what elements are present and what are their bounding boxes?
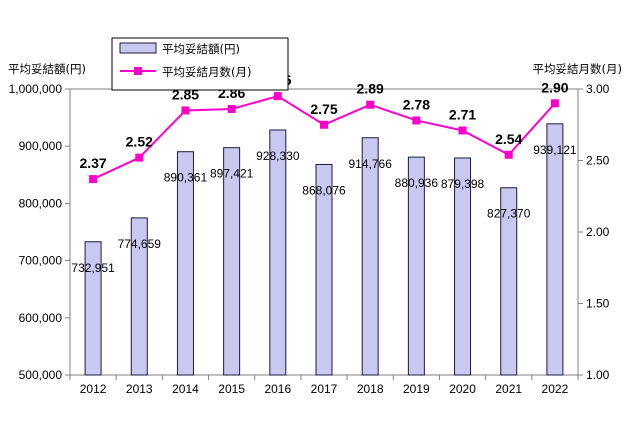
bar-value-label: 897,421 — [210, 167, 254, 181]
legend-line-marker — [134, 67, 142, 75]
bar-value-label: 879,398 — [441, 177, 485, 191]
y-left-tick-label: 1,000,000 — [9, 82, 63, 96]
y-axis-left-title: 平均妥結額(円) — [8, 62, 86, 76]
y-right-tick-label: 2.50 — [586, 154, 610, 168]
line-marker — [273, 92, 282, 101]
bar — [176, 151, 194, 376]
y-right-tick-label: 1.50 — [586, 297, 610, 311]
y-left-tick-label: 700,000 — [19, 254, 63, 268]
bar-series — [84, 123, 564, 376]
y-axis-right: 1.00 1.50 2.00 2.50 3.00 — [578, 82, 610, 382]
bar-value-label: 890,361 — [164, 171, 208, 185]
x-axis: 2012 2013 2014 2015 2016 2017 2018 2019 2020 2021… — [69, 375, 579, 396]
line-marker — [320, 120, 328, 129]
line-marker — [550, 99, 559, 108]
y-axis-left: 500,000 600,000 700,000 800,000 900,000 1,000… — [9, 82, 70, 382]
x-tick-label: 2017 — [311, 382, 338, 396]
x-tick-label: 2013 — [126, 382, 153, 396]
bar — [361, 137, 379, 376]
line-marker — [504, 150, 513, 159]
y-right-tick-label: 1.00 — [586, 368, 610, 382]
line-marker — [412, 116, 421, 125]
bar-value-label: 928,330 — [256, 149, 300, 163]
y-left-tick-label: 500,000 — [19, 368, 63, 382]
legend-line-label: 平均妥結月数(月) — [162, 65, 251, 79]
bar-value-label: 732,951 — [71, 261, 115, 275]
line-value-label: 2.90 — [541, 79, 568, 95]
x-tick-label: 2018 — [357, 382, 384, 396]
y-right-tick-label: 2.00 — [586, 225, 610, 239]
bar — [407, 156, 425, 376]
line-marker — [458, 126, 467, 135]
y-left-tick-label: 800,000 — [19, 196, 63, 210]
x-tick-label: 2022 — [542, 382, 569, 396]
legend-bar-label: 平均妥結額(円) — [162, 42, 240, 56]
legend: 平均妥結額(円) 平均妥結月数(月) — [111, 37, 289, 91]
bar-value-label: 774,659 — [118, 237, 162, 251]
line-marker — [181, 106, 190, 115]
y-axis-right-title: 平均妥結月数(月) — [533, 62, 622, 76]
x-tick-label: 2020 — [449, 382, 476, 396]
x-tick-label: 2014 — [172, 382, 199, 396]
line-value-label: 2.37 — [79, 155, 106, 171]
line-value-label: 2.89 — [357, 81, 384, 97]
line-value-label: 2.54 — [495, 131, 522, 147]
x-tick-label: 2019 — [403, 382, 430, 396]
line-marker — [89, 175, 98, 184]
x-tick-label: 2012 — [80, 382, 107, 396]
line-marker — [227, 105, 236, 114]
bar-value-label: 827,370 — [487, 207, 531, 221]
y-left-tick-label: 600,000 — [19, 311, 63, 325]
line-value-label: 2.52 — [126, 134, 153, 150]
bar — [223, 147, 241, 376]
bar-value-label: 939,121 — [533, 143, 577, 157]
line-value-label: 2.71 — [449, 106, 476, 122]
line-marker — [135, 153, 144, 162]
line-marker — [366, 100, 375, 109]
line-series — [89, 92, 559, 184]
bar — [84, 241, 102, 376]
x-tick-label: 2021 — [495, 382, 522, 396]
x-tick-label: 2015 — [218, 382, 245, 396]
bar — [315, 163, 333, 376]
y-right-tick-label: 3.00 — [586, 82, 610, 96]
bar-value-label: 914,766 — [348, 157, 392, 171]
line-value-label: 2.78 — [403, 96, 430, 112]
bar-value-label: 880,936 — [395, 176, 439, 190]
bar-value-label: 868,076 — [302, 183, 346, 197]
x-tick-label: 2016 — [264, 382, 291, 396]
bar — [454, 157, 472, 376]
bar — [500, 187, 518, 376]
bar — [130, 217, 148, 376]
legend-bar-swatch — [119, 42, 157, 54]
line-value-label: 2.75 — [310, 101, 337, 117]
bar — [546, 123, 564, 376]
y-left-tick-label: 900,000 — [19, 139, 63, 153]
bar — [269, 129, 287, 376]
